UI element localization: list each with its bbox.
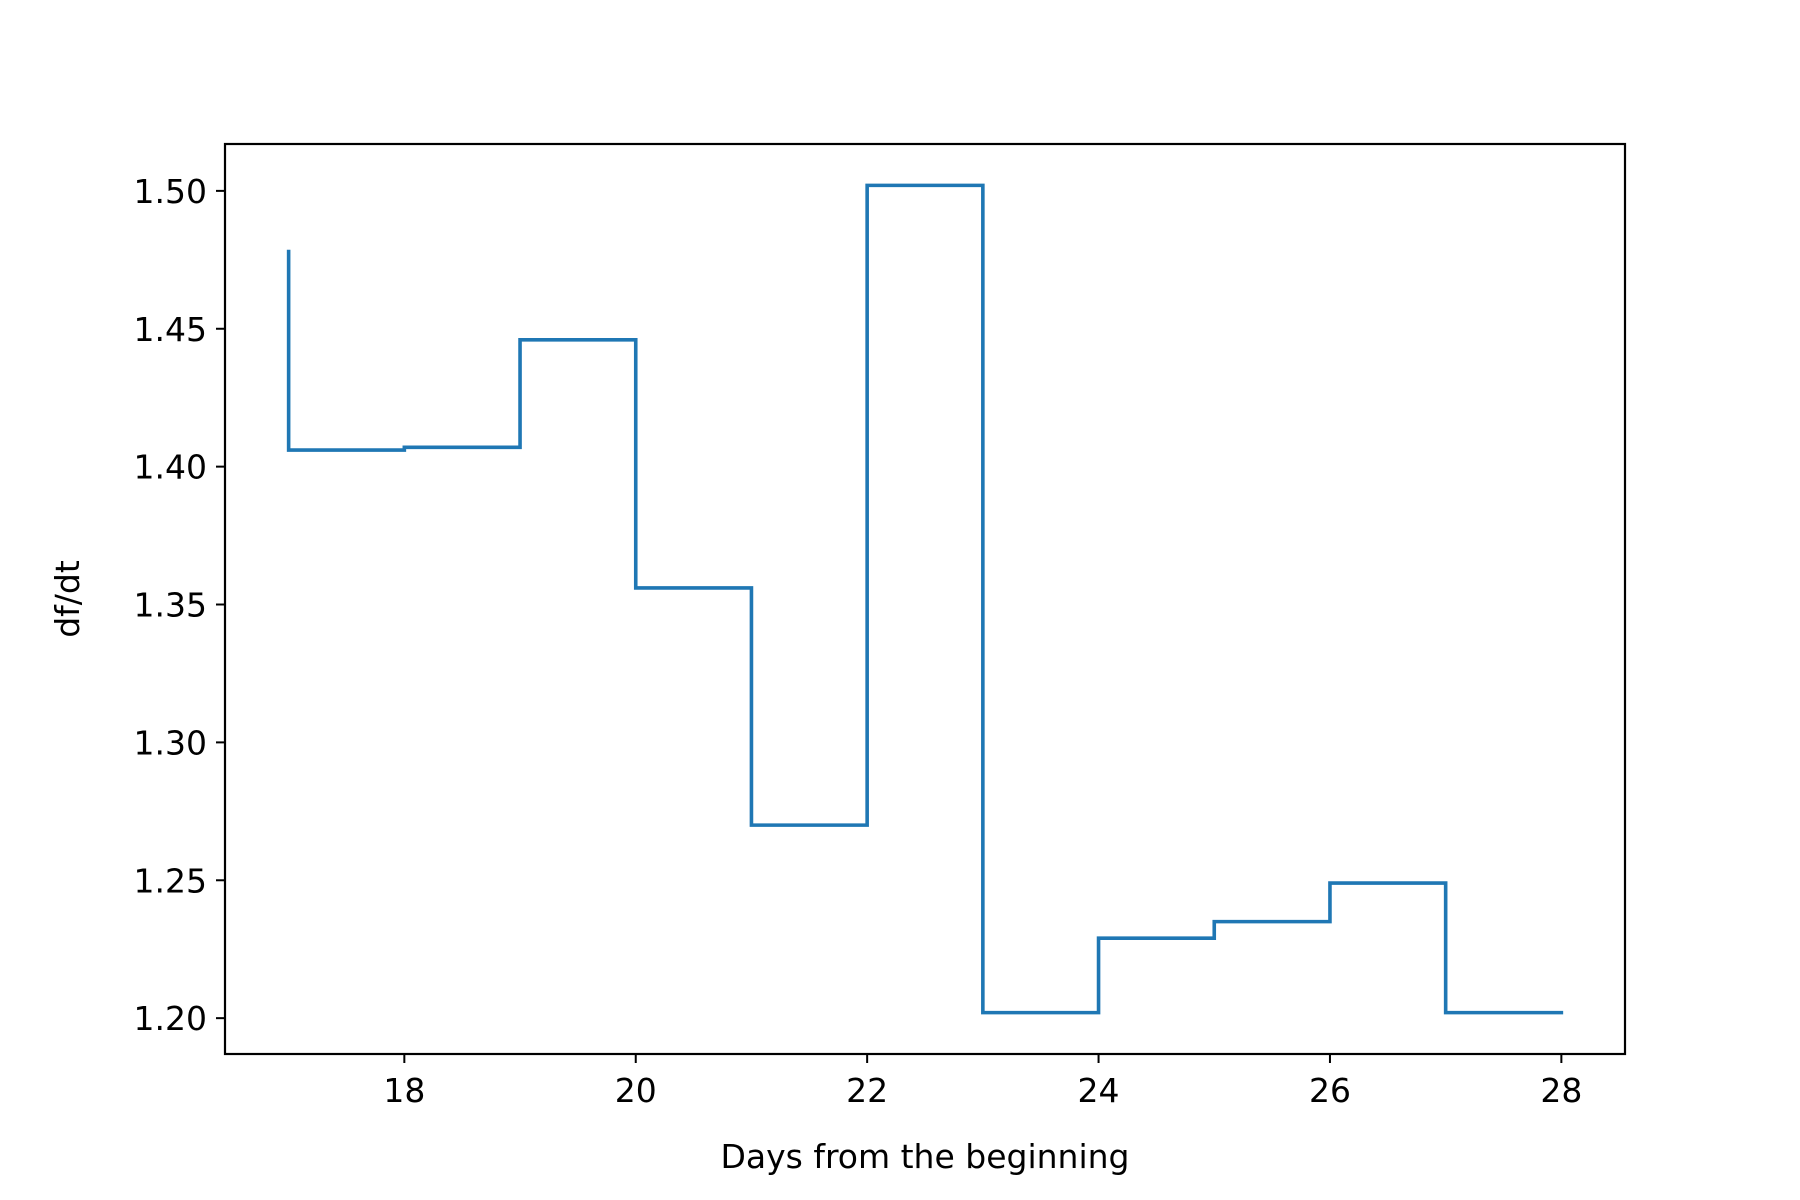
x-tick-label: 18 — [383, 1071, 425, 1110]
y-tick-label: 1.35 — [134, 586, 207, 625]
plot-area-frame — [223, 142, 1627, 1056]
x-tick-label: 20 — [615, 1071, 657, 1110]
y-axis-title: df/dt — [48, 560, 87, 638]
x-tick-label: 22 — [846, 1071, 888, 1110]
y-tick-label: 1.20 — [134, 999, 207, 1038]
x-axis: 18 20 22 24 26 28 — [383, 1054, 1582, 1110]
y-tick-label: 1.45 — [134, 310, 207, 349]
y-axis: 1.20 1.25 1.30 1.35 1.40 1.45 1.50 — [134, 172, 225, 1038]
x-axis-title: Days from the beginning — [720, 1137, 1129, 1176]
y-tick-label: 1.40 — [134, 448, 207, 487]
y-tick-label: 1.50 — [134, 172, 207, 211]
series-line — [286, 183, 1564, 1015]
x-tick-label: 26 — [1309, 1071, 1351, 1110]
y-tick-label: 1.25 — [134, 861, 207, 900]
y-tick-label: 1.30 — [134, 723, 207, 762]
x-tick-label: 28 — [1540, 1071, 1582, 1110]
x-tick-label: 24 — [1078, 1071, 1120, 1110]
